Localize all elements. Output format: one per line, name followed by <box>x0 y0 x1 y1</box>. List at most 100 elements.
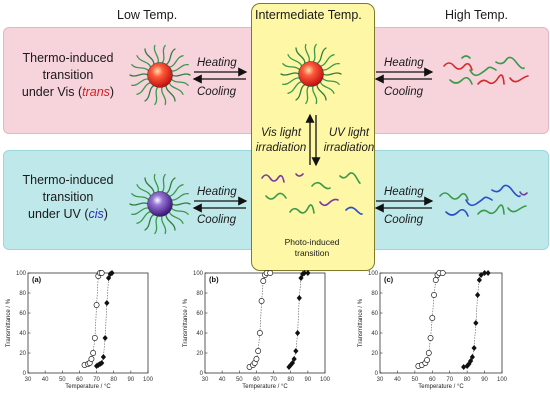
x-tick-label: 40 <box>394 377 401 383</box>
y-tick-label: 40 <box>196 331 203 337</box>
corona-chain <box>160 86 167 106</box>
corona-chain <box>153 44 160 64</box>
data-point <box>267 270 274 276</box>
vis-cooling-label-right: Cooling <box>384 86 423 98</box>
data-point <box>258 298 265 304</box>
x-tick-label: 30 <box>377 377 384 383</box>
corona-chain <box>305 85 310 105</box>
corona-chain <box>131 78 150 86</box>
data-point <box>471 345 477 351</box>
corona-chain <box>161 44 166 64</box>
corona-chain <box>311 85 318 105</box>
corona-chain <box>168 184 184 197</box>
vis-light-line1: Vis light <box>260 127 302 139</box>
data-point <box>432 277 439 283</box>
corona-chain <box>282 63 301 71</box>
y-tick-label: 40 <box>19 331 26 337</box>
corona-chain <box>144 84 155 102</box>
micelle-core <box>298 61 324 87</box>
data-point <box>424 357 431 363</box>
corona-chain <box>165 213 176 231</box>
corona-chain <box>319 54 335 67</box>
uv-light-line1: UV light <box>328 127 370 139</box>
data-point <box>256 330 263 336</box>
x-tick-label: 60 <box>429 377 436 383</box>
photo-label-line2: transition <box>294 248 330 258</box>
y-axis-title: Transmittance / % <box>6 298 12 347</box>
vis-heating-label-right: Heating <box>384 57 424 69</box>
corona-chain <box>170 64 189 72</box>
data-point <box>439 270 446 276</box>
y-tick-label: 20 <box>371 351 378 357</box>
x-tick-label: 50 <box>236 377 243 383</box>
corona-chain <box>131 207 150 215</box>
cis-state-label: cis <box>88 207 104 221</box>
data-point <box>475 292 481 298</box>
x-tick-label: 30 <box>202 377 209 383</box>
vis-light-line2: irradiation <box>255 142 307 154</box>
x-tick-label: 80 <box>464 377 471 383</box>
corona-chain <box>136 184 152 197</box>
data-point <box>98 270 105 276</box>
corona-chain <box>144 177 155 195</box>
corona-chain <box>168 211 184 224</box>
vis-row-label: Thermo-induced transition under Vis (tra… <box>12 50 124 101</box>
x-tick-label: 60 <box>76 377 83 383</box>
data-point <box>466 361 472 367</box>
free-chains-photo-induced <box>261 172 363 215</box>
data-point <box>296 295 302 301</box>
data-point <box>91 335 98 341</box>
corona-chain <box>154 86 159 106</box>
chart-panel: (c) 30 40 50 60 70 80 90 100 0 20 40 60 80 100 Temperat… <box>358 270 508 390</box>
uv-heating-label-right: Heating <box>384 186 424 198</box>
y-tick-label: 100 <box>16 271 27 277</box>
x-tick-label: 90 <box>305 377 312 383</box>
y-tick-label: 0 <box>23 371 27 377</box>
y-tick-label: 100 <box>193 271 204 277</box>
micelle-purple-low-temp <box>129 173 191 235</box>
data-point <box>100 354 107 360</box>
corona-chain <box>170 78 189 86</box>
corona-chain <box>165 84 176 102</box>
micelle-red-intermediate-temp <box>280 43 342 105</box>
corona-chain <box>282 77 301 85</box>
data-point <box>88 356 95 362</box>
photo-induced-transition-label: Photo-induced transition <box>251 237 373 259</box>
y-tick-label: 80 <box>19 291 26 297</box>
uv-cooling-label-right: Cooling <box>384 214 423 226</box>
y-tick-label: 80 <box>196 291 203 297</box>
high-temp-heading: High Temp. <box>445 8 508 22</box>
uv-row-label-line2: transition <box>42 190 94 204</box>
data-point <box>485 270 491 276</box>
y-tick-label: 60 <box>19 311 26 317</box>
corona-chain <box>321 77 340 85</box>
corona-chain <box>295 83 306 101</box>
corona-chain <box>129 202 149 206</box>
data-point <box>105 275 112 281</box>
data-point <box>461 364 467 370</box>
uv-light-irradiation-label: UV light irradiation <box>320 126 378 156</box>
micelle-core <box>147 191 173 217</box>
data-point <box>291 356 297 362</box>
x-axis-title: Temperature / °C <box>242 384 288 390</box>
vis-row-label-suffix: ) <box>109 85 115 99</box>
x-tick-label: 40 <box>219 377 226 383</box>
data-point <box>425 350 432 356</box>
uv-row-label-prefix: under UV ( <box>28 207 89 221</box>
free-chains-vis-high <box>443 55 529 85</box>
data-point <box>260 278 267 284</box>
chart-frame <box>204 272 326 374</box>
corona-chain <box>136 211 152 224</box>
data-point <box>464 363 470 369</box>
corona-chain <box>154 215 159 235</box>
data-point <box>289 360 296 366</box>
corona-chain <box>287 54 303 67</box>
uv-row-label-line1: Thermo-induced <box>22 173 114 187</box>
vis-row-label-line1: Thermo-induced <box>22 51 114 65</box>
vis-row-label-prefix: under Vis ( <box>21 85 83 99</box>
data-point <box>294 330 301 336</box>
chart-frame <box>27 272 149 374</box>
uv-row-label: Thermo-induced transition under UV (cis) <box>12 172 124 223</box>
data-point <box>104 300 110 306</box>
data-point <box>476 277 482 283</box>
